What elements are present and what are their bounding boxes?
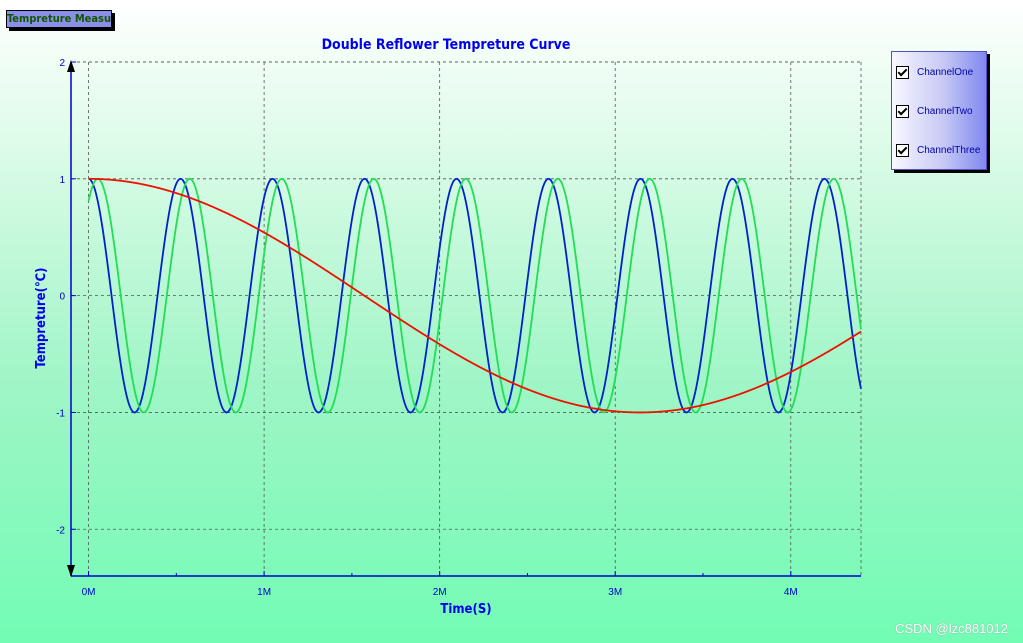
y-tick-label: 1 xyxy=(59,175,65,186)
y-tick-label: 0 xyxy=(59,292,65,303)
chart-title: Double Reflower Tempreture Curve xyxy=(322,37,571,53)
channel-one-checkbox[interactable] xyxy=(896,65,909,79)
series-line-channelthree xyxy=(88,177,862,414)
tempreture-measure-button[interactable]: Tempreture Measure xyxy=(6,10,112,28)
legend-item-channel-three[interactable]: ChannelThree xyxy=(896,142,980,158)
x-tick-label: 3M xyxy=(608,587,622,598)
y-tick-label: -1 xyxy=(56,408,65,419)
x-tick-label: 2M xyxy=(433,587,447,598)
watermark: CSDN @lzc881012 xyxy=(895,621,1008,636)
channel-three-checkbox[interactable] xyxy=(896,143,909,157)
channel-two-checkbox[interactable] xyxy=(896,104,909,118)
x-tick-label: 1M xyxy=(257,587,271,598)
grid xyxy=(71,61,862,576)
legend-label: ChannelThree xyxy=(917,144,981,156)
series-layer xyxy=(87,177,862,414)
y-axis-arrow-down xyxy=(67,565,75,577)
y-tick-label: 2 xyxy=(59,58,65,69)
legend-label: ChannelTwo xyxy=(917,105,973,117)
y-tick-label: -2 xyxy=(56,525,65,536)
series-line-channelone xyxy=(88,177,862,414)
series-line-channeltwo xyxy=(87,177,862,414)
legend: ChannelOne ChannelTwo ChannelThree xyxy=(891,51,987,170)
legend-label: ChannelOne xyxy=(917,66,974,78)
x-axis-label: Time(S) xyxy=(440,602,491,617)
x-tick-label: 0M xyxy=(82,587,96,598)
axes xyxy=(67,60,861,577)
ticks: 0M 1M 2M 3M 4M 2 1 0 -1 -2 xyxy=(56,58,798,598)
x-tick-label: 4M xyxy=(784,587,798,598)
legend-item-channel-two[interactable]: ChannelTwo xyxy=(896,103,973,119)
legend-item-channel-one[interactable]: ChannelOne xyxy=(896,64,973,80)
y-axis-label: Tempreture(℃) xyxy=(34,268,49,369)
y-axis-arrow-up xyxy=(67,60,75,72)
